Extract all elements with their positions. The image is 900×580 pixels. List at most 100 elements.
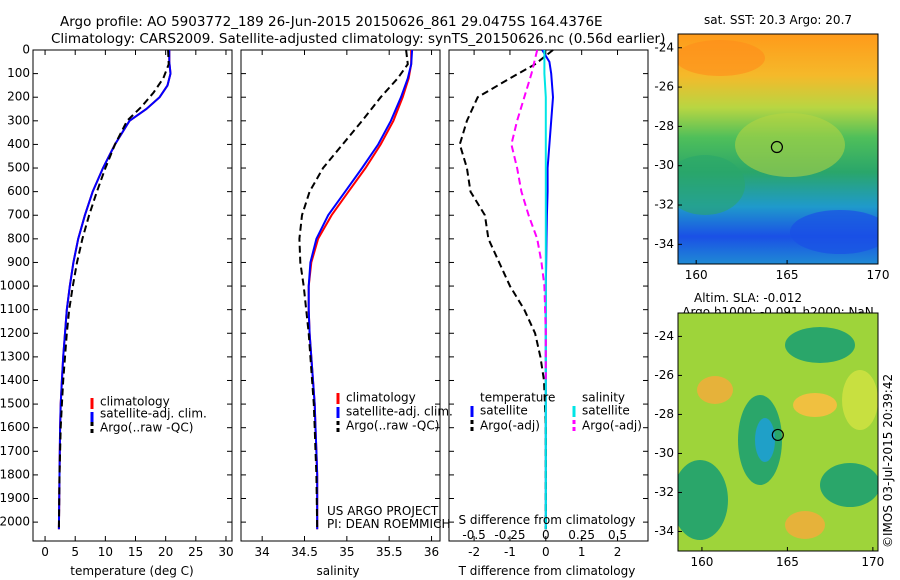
salinity-panel: 34 34.5 35 35.5 36 salinity climatology sate… bbox=[240, 49, 453, 578]
x-tick-label: 20 bbox=[158, 545, 173, 559]
x-tick-label: -2 bbox=[468, 545, 480, 559]
series-line bbox=[510, 49, 547, 381]
x-tick-label: 34 bbox=[255, 545, 270, 559]
temperature-lines bbox=[57, 49, 172, 530]
lat-tick-label: -26 bbox=[654, 368, 674, 382]
x-tick-label: 34.5 bbox=[291, 545, 318, 559]
climatology-title: Climatology: CARS2009. Satellite-adjuste… bbox=[51, 31, 666, 47]
sst-map-axes: 160 165 170 -24 -26 -28 -30 -32 -34 bbox=[654, 40, 889, 282]
depth-tick-label: 0 bbox=[22, 43, 30, 57]
lat-tick-label: -32 bbox=[654, 485, 674, 499]
x-tick-label: 25 bbox=[188, 545, 203, 559]
sla-high-c bbox=[785, 511, 825, 539]
s-diff-tick-label: 0.5 bbox=[608, 528, 627, 542]
legend-label-climatology: climatology bbox=[346, 391, 416, 405]
depth-tick-label: 600 bbox=[7, 184, 30, 198]
x-tick-label: 30 bbox=[218, 545, 233, 559]
sla-high-a bbox=[697, 376, 733, 404]
credit-timestamp: ©IMOS 03-Jul-2015 20:39:42 bbox=[881, 374, 895, 548]
lat-tick-label: -34 bbox=[654, 524, 674, 538]
salinity-difference-axis: -0.5 -0.25 0 0.25 0.5 bbox=[462, 528, 627, 542]
lat-tick-label: -32 bbox=[654, 198, 674, 212]
series-line bbox=[298, 49, 409, 530]
sla-low-b bbox=[785, 327, 855, 363]
depth-tick-label: 300 bbox=[7, 113, 30, 127]
sla-high-b bbox=[793, 393, 837, 417]
x-tick-label: 1 bbox=[578, 545, 586, 559]
lat-tick-label: -34 bbox=[654, 237, 674, 251]
sst-map-title: sat. SST: 20.3 Argo: 20.7 bbox=[704, 13, 852, 27]
lat-tick-label: -26 bbox=[654, 80, 674, 94]
series-line bbox=[57, 50, 172, 530]
sla-low-core bbox=[755, 418, 775, 462]
depth-tick-label: 1700 bbox=[0, 444, 30, 458]
series-line bbox=[543, 50, 547, 530]
legend-label-argo: Argo(..raw -QC) bbox=[100, 421, 193, 435]
depth-tick-label: 1800 bbox=[0, 467, 30, 481]
difference-x-axis: -2 -1 0 1 2 bbox=[468, 50, 621, 559]
argo-position-marker bbox=[770, 140, 784, 154]
legend-label-climatology: climatology bbox=[100, 395, 170, 409]
lat-tick-label: -28 bbox=[654, 119, 674, 133]
profile-title: Argo profile: AO 5903772_189 26-Jun-2015… bbox=[60, 14, 603, 30]
s-diff-tick-label: -0.5 bbox=[462, 528, 485, 542]
sst-map: sat. SST: 20.3 Argo: 20.7 160 165 170 -24 -2… bbox=[654, 13, 889, 282]
s-diff-tick-label: 0.25 bbox=[568, 528, 595, 542]
series-line bbox=[307, 49, 414, 530]
legend-label-argo: Argo(..raw -QC) bbox=[346, 419, 439, 433]
x-tick-label: 10 bbox=[98, 545, 113, 559]
depth-tick-label: 1000 bbox=[0, 279, 30, 293]
legend-label-temp-satellite: satellite bbox=[480, 404, 528, 418]
lon-tick-label: 170 bbox=[867, 268, 890, 282]
depth-tick-label: 800 bbox=[7, 231, 30, 245]
x-tick-label: 36 bbox=[424, 545, 439, 559]
depth-tick-label: 1100 bbox=[0, 302, 30, 316]
difference-legend: temperature satellite Argo(-adj) salinit… bbox=[470, 391, 642, 433]
sst-cold-patch bbox=[790, 210, 878, 254]
legend-label-satellite: satellite-adj. clim. bbox=[346, 405, 453, 419]
depth-tick-label: 2000 bbox=[0, 515, 30, 529]
temperature-x-axis: 0 5 10 15 20 25 30 bbox=[41, 50, 234, 559]
depth-tick-label: 1300 bbox=[0, 349, 30, 363]
legend-label-satellite: satellite-adj. clim. bbox=[100, 407, 207, 421]
sla-low-c bbox=[678, 460, 728, 540]
x-tick-label: 15 bbox=[128, 545, 143, 559]
lon-tick-label: 160 bbox=[690, 555, 713, 569]
series-line bbox=[57, 50, 172, 530]
x-tick-label: 2 bbox=[614, 545, 622, 559]
lon-tick-label: 160 bbox=[685, 268, 708, 282]
credit-pi: PI: DEAN ROEMMICH bbox=[327, 517, 450, 531]
legend-title-salinity: salinity bbox=[582, 391, 625, 405]
argo-position-marker bbox=[771, 428, 784, 442]
temperature-panel: 0100200300400500600700800900100011001200… bbox=[0, 43, 234, 579]
sla-low-d bbox=[820, 463, 878, 507]
salinity-legend: climatology satellite-adj. clim. Argo(..… bbox=[336, 391, 453, 433]
sst-green-patch bbox=[678, 155, 745, 215]
depth-tick-label: 1900 bbox=[0, 491, 30, 505]
sla-map: Altim. SLA: -0.012 Argo h1000: -0.091 h2… bbox=[654, 291, 884, 569]
x-tick-label: 35 bbox=[339, 545, 354, 559]
lat-tick-label: -30 bbox=[654, 446, 674, 460]
depth-tick-label: 1200 bbox=[0, 326, 30, 340]
depth-tick-label: 200 bbox=[7, 90, 30, 104]
depth-tick-label: 500 bbox=[7, 161, 30, 175]
sla-map-title: Altim. SLA: -0.012 bbox=[694, 291, 802, 305]
lon-tick-label: 165 bbox=[776, 268, 799, 282]
sst-map-frame bbox=[677, 33, 879, 265]
t-difference-x-label: T difference from climatology bbox=[458, 564, 636, 578]
s-difference-x-label: S difference from climatology bbox=[459, 513, 636, 527]
x-tick-label: 35.5 bbox=[376, 545, 403, 559]
temperature-frame bbox=[32, 49, 233, 542]
sla-map-axes: 160 165 170 -24 -26 -28 -30 -32 -34 bbox=[654, 329, 884, 569]
difference-depth-ticks bbox=[449, 49, 648, 523]
salinity-x-axis: 34 34.5 35 35.5 36 bbox=[255, 50, 439, 559]
sla-high-d bbox=[842, 370, 878, 430]
depth-tick-label: 1500 bbox=[0, 397, 30, 411]
lat-tick-label: -24 bbox=[654, 329, 674, 343]
sst-hot-patch bbox=[678, 40, 765, 76]
temperature-x-label: temperature (deg C) bbox=[70, 564, 193, 578]
lon-tick-label: 165 bbox=[776, 555, 799, 569]
x-tick-label: 5 bbox=[71, 545, 79, 559]
difference-frame bbox=[448, 49, 649, 542]
x-tick-label: 0 bbox=[41, 545, 49, 559]
